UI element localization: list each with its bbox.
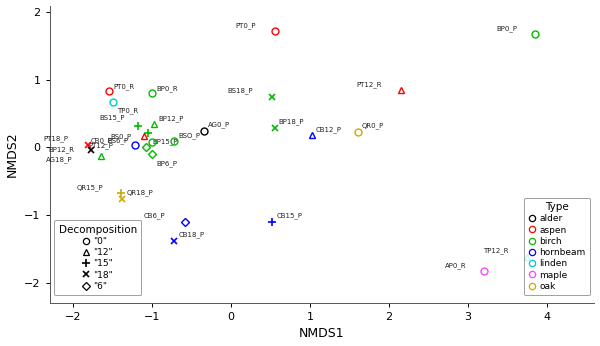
Text: BS18_P: BS18_P: [228, 88, 253, 94]
Text: QR0_P: QR0_P: [362, 123, 384, 129]
Text: CB18_P: CB18_P: [179, 231, 205, 238]
Text: BP6_P: BP6_P: [157, 160, 178, 167]
Text: PT0_P: PT0_P: [236, 22, 256, 29]
Text: BS6_P: BS6_P: [107, 138, 128, 144]
Text: CB15_P: CB15_P: [277, 212, 302, 219]
Text: BP12_P: BP12_P: [158, 115, 184, 122]
Text: AP0_R: AP0_R: [445, 262, 467, 269]
Text: PT12_P: PT12_P: [89, 142, 114, 149]
Text: CB12_P: CB12_P: [316, 126, 342, 133]
Text: BP15_P: BP15_P: [152, 139, 178, 145]
Text: PT18_P: PT18_P: [43, 136, 68, 142]
X-axis label: NMDS1: NMDS1: [299, 327, 345, 340]
Text: TP0_R: TP0_R: [117, 108, 138, 115]
Text: BS0_P: BS0_P: [110, 133, 132, 140]
Text: QR15_P: QR15_P: [76, 184, 103, 191]
Text: BS15_P: BS15_P: [99, 114, 125, 121]
Text: CB6_P: CB6_P: [144, 212, 166, 219]
Legend: "0", "12", "15", "18", "6": "0", "12", "15", "18", "6": [54, 220, 142, 295]
Text: PT0_R: PT0_R: [113, 84, 134, 90]
Text: BP12_R: BP12_R: [48, 146, 74, 153]
Text: AG0_P: AG0_P: [208, 121, 230, 128]
Text: PT12_R: PT12_R: [356, 81, 382, 88]
Text: BP0_P: BP0_P: [496, 25, 517, 31]
Text: QR18_P: QR18_P: [127, 190, 153, 197]
Text: TP12_R: TP12_R: [483, 248, 508, 255]
Y-axis label: NMDS2: NMDS2: [5, 131, 19, 177]
Text: AG18_P: AG18_P: [46, 156, 73, 163]
Text: CB0_P: CB0_P: [91, 138, 112, 144]
Text: BSO_P: BSO_P: [179, 132, 200, 139]
Text: BP0_R: BP0_R: [157, 85, 178, 92]
Text: BP18_P: BP18_P: [279, 119, 304, 126]
